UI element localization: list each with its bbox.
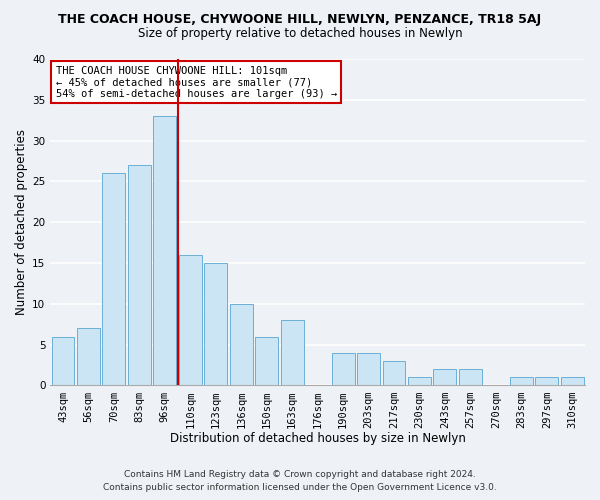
Bar [103, 174, 125, 386]
Bar [459, 369, 482, 386]
Text: Contains HM Land Registry data © Crown copyright and database right 2024.
Contai: Contains HM Land Registry data © Crown c… [103, 470, 497, 492]
Bar [357, 353, 380, 386]
Y-axis label: Number of detached properties: Number of detached properties [15, 129, 28, 315]
Bar [433, 369, 457, 386]
Bar [230, 304, 253, 386]
Bar [535, 378, 558, 386]
Bar [52, 336, 74, 386]
Text: Size of property relative to detached houses in Newlyn: Size of property relative to detached ho… [137, 28, 463, 40]
Text: THE COACH HOUSE CHYWOONE HILL: 101sqm
← 45% of detached houses are smaller (77)
: THE COACH HOUSE CHYWOONE HILL: 101sqm ← … [56, 66, 337, 98]
Bar [332, 353, 355, 386]
Bar [77, 328, 100, 386]
Text: THE COACH HOUSE, CHYWOONE HILL, NEWLYN, PENZANCE, TR18 5AJ: THE COACH HOUSE, CHYWOONE HILL, NEWLYN, … [58, 12, 542, 26]
X-axis label: Distribution of detached houses by size in Newlyn: Distribution of detached houses by size … [170, 432, 466, 445]
Bar [128, 165, 151, 386]
Bar [561, 378, 584, 386]
Bar [255, 336, 278, 386]
Bar [154, 116, 176, 386]
Bar [179, 255, 202, 386]
Bar [383, 361, 406, 386]
Bar [408, 378, 431, 386]
Bar [205, 263, 227, 386]
Bar [510, 378, 533, 386]
Bar [281, 320, 304, 386]
